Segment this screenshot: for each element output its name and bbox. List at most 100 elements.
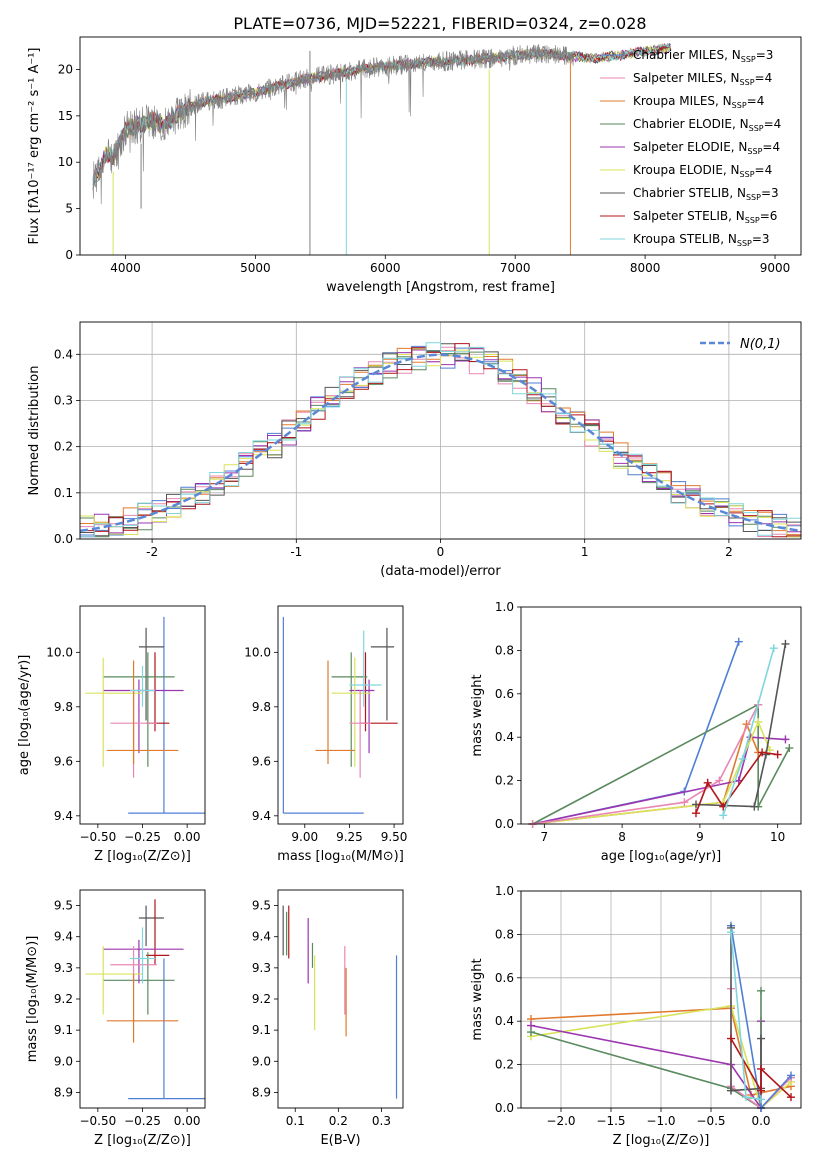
axes-frame	[79, 605, 206, 825]
x-tick-label: −1.5	[596, 1114, 625, 1128]
legend-subscript: SSP	[749, 124, 764, 133]
y-tick-label: 0.6	[495, 687, 514, 701]
y-tick-label: 0.0	[54, 532, 73, 546]
x-tick-label: -2	[146, 545, 158, 559]
weight-marker	[757, 1086, 765, 1095]
gaussian-curve	[80, 353, 801, 533]
weight-marker	[692, 809, 700, 818]
weight-marker	[738, 754, 747, 763]
y-tick-label: 15	[58, 109, 73, 123]
y-tick-label: 20	[58, 62, 73, 76]
legend-suffix: =4	[764, 117, 782, 131]
x-axis-label: age [log₁₀(age/yr)]	[601, 849, 722, 864]
legend-label: Chabrier MILES, NSSP=3	[633, 48, 773, 64]
spectrum-plot	[92, 42, 671, 255]
massweight_vs_age-panel: 7 8 9 10 0.0 0.2 0.4 0.6 0.8 1.0 age [log₁₀(age/yr…	[470, 600, 802, 864]
age_vs_mass-panel: 9.00 9.25 9.50 9.4 9.6 9.8 10.0 mass [log₁₀(M/M…	[244, 605, 407, 864]
weight-marker	[758, 748, 767, 757]
y-tick-label: 9.6	[252, 754, 271, 768]
mass_vs_ebv-panel: 0.1 0.2 0.3 8.9 9.0 9.1 9.2 9.3 9.4 9.5 E(B-V)	[252, 889, 404, 1148]
legend-label: Salpeter STELIB, NSSP=6	[633, 209, 777, 225]
x-tick-label: -1	[290, 545, 302, 559]
y-tick-label: 9.4	[54, 930, 73, 944]
y-tick-label: 0.3	[54, 393, 73, 407]
x-axis-label: Z [log₁₀(Z/Z⊙)]	[613, 1133, 710, 1148]
weight-line	[532, 704, 759, 825]
y-tick-label: 0.8	[495, 643, 514, 657]
x-tick-label: 6000	[370, 261, 401, 275]
y-tick-label: 0.1	[54, 486, 73, 500]
weight-marker	[727, 1034, 735, 1043]
y-axis-label: mass [log₁₀(M/M⊙)]	[25, 936, 40, 1063]
observed-spectrum-line	[92, 44, 574, 205]
weight-marker	[787, 1071, 795, 1080]
y-tick-label: 0.4	[54, 347, 73, 361]
legend-subscript: SSP	[737, 239, 752, 248]
legend-subscript: SSP	[747, 147, 762, 156]
weight-marker	[719, 811, 728, 820]
y-tick-label: 0.0	[495, 817, 514, 831]
x-tick-label: 0	[437, 545, 445, 559]
weight-marker	[781, 639, 790, 648]
x-axis-label: Z [log₁₀(Z/Z⊙)]	[94, 849, 191, 864]
y-axis-label: age [log₁₀(age/yr)]	[17, 655, 32, 776]
spectrum-panel: 4000 5000 6000 7000 8000 9000 0 5 10 15 20 waveleng…	[27, 36, 802, 295]
massweight_vs_Z-panel: −2.0 −1.5 −1.0 −0.5 0.0 0.0 0.2 0.4 0.6 0.8 1.0 Z […	[470, 884, 802, 1148]
legend-subscript: SSP	[740, 170, 755, 179]
weight-marker	[757, 1064, 765, 1073]
y-tick-label: 9.0	[54, 1054, 73, 1068]
weight-marker	[757, 1095, 765, 1104]
legend-subscript: SSP	[740, 78, 755, 87]
legend-suffix: =4	[762, 140, 780, 154]
legend-suffix: =4	[747, 94, 765, 108]
weight-line	[695, 643, 787, 808]
x-tick-label: −1.0	[646, 1114, 675, 1128]
y-axis-label: Flux [fλ10⁻¹⁷ erg cm⁻² s⁻¹ A⁻¹]	[27, 48, 42, 245]
y-tick-label: 9.6	[54, 754, 73, 768]
x-tick-label: 1	[581, 545, 589, 559]
y-tick-label: 9.4	[54, 809, 73, 823]
y-tick-label: 1.0	[495, 600, 514, 614]
weight-line	[532, 736, 786, 825]
weight-marker	[785, 744, 794, 753]
y-tick-label: 9.3	[54, 961, 73, 975]
y-axis-label: Normed distribution	[27, 366, 42, 496]
y-tick-label: 0.0	[495, 1101, 514, 1115]
x-tick-label: 0.00	[174, 1114, 201, 1128]
y-tick-label: 9.4	[252, 930, 271, 944]
axes-frame	[79, 889, 206, 1109]
y-tick-label: 9.2	[252, 992, 271, 1006]
legend-subscript: SSP	[746, 193, 761, 202]
y-tick-label: 9.5	[252, 899, 271, 913]
y-tick-label: 5	[65, 202, 73, 216]
histogram-step	[80, 346, 801, 537]
x-tick-label: −2.0	[546, 1114, 575, 1128]
weight-marker	[757, 1034, 765, 1043]
legend-suffix: =4	[755, 163, 773, 177]
x-tick-label: −0.50	[79, 1114, 116, 1128]
legend-label: Kroupa MILES, NSSP=4	[633, 94, 764, 110]
weight-line	[730, 1038, 792, 1098]
weight-marker	[773, 750, 782, 759]
y-tick-label: 0.4	[495, 730, 514, 744]
y-tick-label: 9.8	[54, 700, 73, 714]
x-tick-label: 9	[696, 830, 704, 844]
histogram-step	[80, 342, 801, 538]
x-tick-label: 2	[725, 545, 733, 559]
y-tick-label: 0	[65, 248, 73, 262]
x-axis-label: wavelength [Angstrom, rest frame]	[326, 280, 555, 295]
axes-frame	[79, 36, 802, 256]
panels: 4000 5000 6000 7000 8000 900005101520waveleng…	[17, 36, 802, 1148]
y-tick-label: 0.6	[495, 971, 514, 985]
y-tick-label: 9.0	[252, 1054, 271, 1068]
residuals-legend: N(0,1)	[700, 337, 781, 352]
axes-frame	[277, 889, 404, 1109]
x-axis-label: E(B-V)	[320, 1133, 360, 1148]
weight-line	[532, 721, 759, 825]
residuals-panel: -2 -1 0 1 2 0.0 0.1 0.2 0.3 0.4 (data-model)/error…	[27, 321, 802, 579]
x-tick-label: 8	[618, 830, 626, 844]
weight-marker	[769, 644, 778, 653]
weight-marker	[680, 798, 689, 807]
y-tick-label: 10.0	[244, 645, 271, 659]
